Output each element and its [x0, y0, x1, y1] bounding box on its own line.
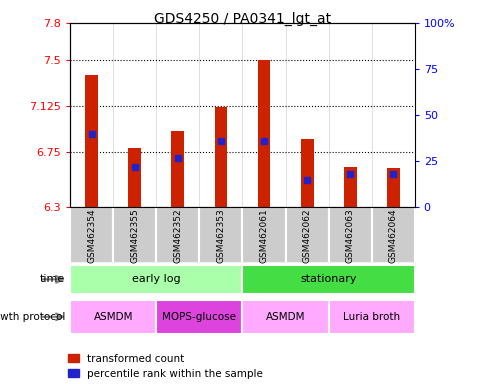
Legend: transformed count, percentile rank within the sample: transformed count, percentile rank withi…	[68, 354, 262, 379]
Bar	[85, 74, 98, 207]
Bar	[242, 300, 328, 334]
Text: GSM462061: GSM462061	[259, 208, 268, 263]
Bar	[328, 300, 414, 334]
Bar	[156, 207, 199, 263]
Bar	[214, 107, 227, 207]
Text: growth protocol: growth protocol	[0, 312, 65, 322]
Bar	[242, 265, 414, 294]
Text: stationary: stationary	[300, 274, 356, 285]
Bar	[128, 148, 141, 207]
Bar	[386, 168, 399, 207]
Text: GSM462064: GSM462064	[388, 208, 397, 263]
Text: Luria broth: Luria broth	[342, 312, 399, 322]
Bar	[328, 207, 371, 263]
Text: GSM462063: GSM462063	[345, 208, 354, 263]
Bar	[343, 167, 356, 207]
Bar	[242, 207, 285, 263]
Text: MOPS-glucose: MOPS-glucose	[162, 312, 236, 322]
Bar	[300, 139, 313, 207]
Text: ASMDM: ASMDM	[265, 312, 304, 322]
Text: GSM462353: GSM462353	[216, 208, 225, 263]
Text: time: time	[40, 274, 65, 285]
Text: GSM462062: GSM462062	[302, 208, 311, 263]
Bar	[171, 131, 184, 207]
Bar	[371, 207, 414, 263]
Bar	[156, 300, 242, 334]
Text: GSM462354: GSM462354	[87, 208, 96, 263]
Bar	[70, 207, 113, 263]
Text: GSM462355: GSM462355	[130, 208, 139, 263]
Bar	[70, 300, 156, 334]
Text: ASMDM: ASMDM	[93, 312, 133, 322]
Bar	[199, 207, 242, 263]
Text: GDS4250 / PA0341_lgt_at: GDS4250 / PA0341_lgt_at	[153, 12, 331, 26]
Bar	[70, 265, 242, 294]
Bar	[285, 207, 328, 263]
Text: GSM462352: GSM462352	[173, 208, 182, 263]
Text: early log: early log	[132, 274, 181, 285]
Bar	[257, 60, 270, 207]
Bar	[113, 207, 156, 263]
